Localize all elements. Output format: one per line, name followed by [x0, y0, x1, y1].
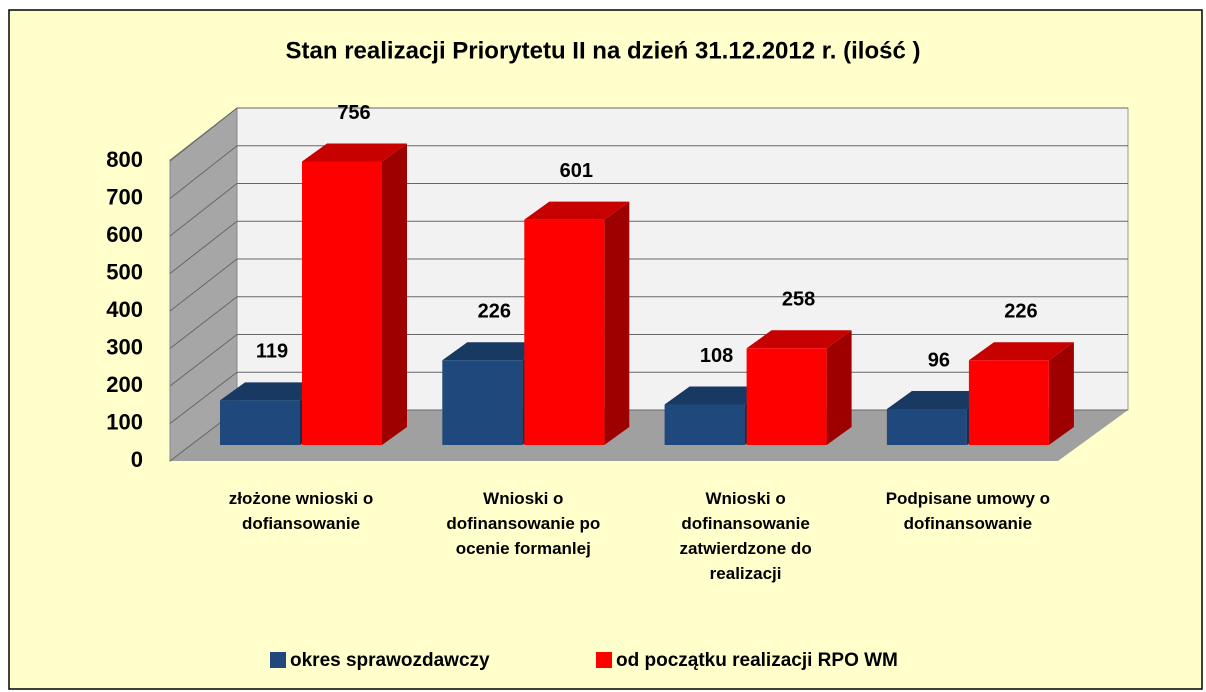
- data-label: 108: [700, 345, 733, 367]
- y-tick-label: 700: [106, 184, 143, 209]
- x-tick-label: Podpisane umowy o dofinansowanie: [885, 489, 1051, 533]
- bar-side: [826, 330, 852, 445]
- data-label: 119: [256, 341, 288, 363]
- data-label: 226: [1004, 301, 1037, 323]
- bar: [664, 404, 745, 445]
- grid-line: [169, 220, 238, 274]
- grid-line: [169, 145, 238, 199]
- data-label: 258: [782, 289, 815, 311]
- legend-swatch: [270, 652, 286, 668]
- bar-side: [1048, 342, 1074, 445]
- grid-line: [169, 107, 238, 162]
- data-label: 226: [478, 301, 511, 323]
- bar-top: [746, 330, 852, 349]
- bar-top: [442, 342, 548, 361]
- bar: [886, 409, 967, 445]
- grid-line: [169, 183, 238, 237]
- chart-title: Stan realizacji Priorytetu II na dzień 3…: [286, 37, 921, 64]
- grid-line: [169, 334, 238, 387]
- data-label: 601: [560, 160, 593, 182]
- bar-top: [968, 342, 1074, 361]
- y-tick-label: 200: [106, 372, 143, 397]
- bar: [302, 161, 382, 445]
- y-tick-label: 600: [106, 222, 143, 247]
- data-label: 96: [928, 349, 950, 371]
- legend-swatch: [596, 652, 612, 668]
- legend-label: okres sprawozdawczy: [290, 650, 490, 671]
- bar-top: [524, 201, 630, 220]
- y-tick-label: 500: [106, 259, 143, 284]
- grid-line: [169, 296, 238, 349]
- bar-top: [664, 386, 770, 405]
- legend-label: od początku realizacji RPO WM: [616, 650, 898, 671]
- x-tick-label: złożone wnioski o dofiansowanie: [228, 489, 374, 533]
- bar: [442, 360, 523, 445]
- bar-top: [302, 143, 407, 162]
- y-tick-label: 100: [106, 409, 143, 434]
- grid-line: [169, 371, 238, 424]
- bar: [220, 400, 300, 445]
- y-tick-label: 300: [106, 334, 143, 359]
- bar-side: [382, 143, 407, 445]
- bar-top: [220, 382, 325, 401]
- data-label: 756: [337, 102, 370, 124]
- y-tick-label: 400: [106, 297, 143, 322]
- bar: [524, 219, 605, 445]
- bar-top: [886, 391, 992, 409]
- y-tick-label: 800: [106, 147, 143, 172]
- x-tick-label: Wnioski o dofinansowanie po ocenie forma…: [446, 489, 601, 558]
- bar: [746, 348, 827, 445]
- grid-line: [169, 258, 238, 312]
- bar-side: [604, 201, 630, 445]
- x-tick-label: Wnioski o dofinansowanie zatwierdzone do…: [679, 489, 812, 583]
- bar: [968, 360, 1049, 445]
- y-tick-label: 0: [131, 447, 143, 472]
